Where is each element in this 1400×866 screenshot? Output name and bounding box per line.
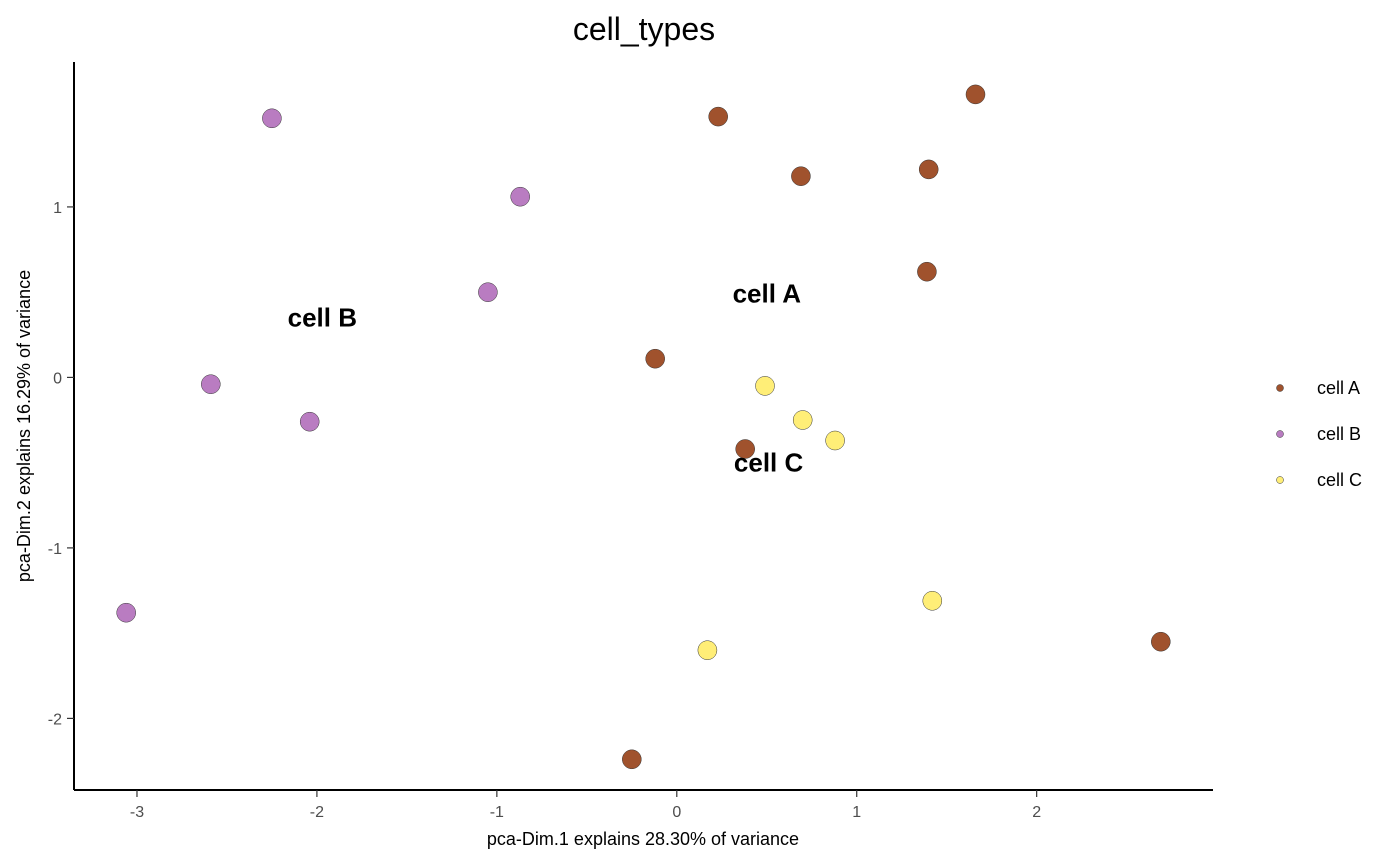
y-tick-label: -1 bbox=[48, 541, 62, 558]
data-point-cell-a-7 bbox=[1151, 631, 1171, 652]
data-point-cell-a-1 bbox=[965, 84, 986, 105]
legend: cell A cell B cell C bbox=[1276, 378, 1362, 490]
legend-key-cell-b bbox=[1276, 430, 1284, 438]
data-point-cell-c-3 bbox=[922, 591, 943, 611]
x-tick-label: 1 bbox=[852, 804, 861, 821]
data-point-cell-c-0 bbox=[755, 376, 775, 396]
x-tick-label: -3 bbox=[130, 804, 144, 821]
data-point-cell-a-5 bbox=[645, 348, 665, 369]
data-point-cell-a-6 bbox=[735, 439, 755, 459]
data-point-cell-b-0 bbox=[262, 108, 282, 129]
x-tick-label: -2 bbox=[310, 804, 324, 821]
data-point-cell-a-0 bbox=[708, 106, 728, 127]
y-tick-label: -2 bbox=[48, 711, 62, 728]
y-tick-label: 0 bbox=[53, 370, 62, 387]
x-axis-title: pca-Dim.1 explains 28.30% of variance bbox=[487, 829, 799, 849]
data-point-cell-b-1 bbox=[510, 186, 530, 207]
x-tick-label: -1 bbox=[490, 804, 504, 821]
legend-label-cell-c: cell C bbox=[1317, 470, 1362, 490]
x-tick-label: 0 bbox=[672, 804, 681, 821]
y-tick-label: 1 bbox=[53, 200, 62, 217]
data-point-cell-c-4 bbox=[697, 640, 718, 660]
data-point-cell-b-5 bbox=[116, 602, 136, 623]
data-point-cell-a-4 bbox=[917, 261, 937, 282]
legend-key-cell-c bbox=[1276, 476, 1284, 484]
x-tick-label: 2 bbox=[1032, 804, 1041, 821]
legend-label-cell-a: cell A bbox=[1317, 378, 1360, 398]
data-point-cell-b-3 bbox=[201, 374, 221, 394]
data-point-cell-a-2 bbox=[791, 166, 811, 186]
cluster-label-cell-a: cell A bbox=[733, 278, 802, 308]
legend-label-cell-b: cell B bbox=[1317, 424, 1361, 444]
legend-key-cell-a bbox=[1276, 384, 1284, 392]
cluster-label-cell-c: cell C bbox=[734, 447, 804, 477]
points-layer bbox=[116, 84, 1171, 770]
y-axis-ticks: -2 -1 0 1 bbox=[48, 200, 74, 728]
data-point-cell-c-1 bbox=[792, 410, 813, 430]
x-axis-ticks: -3 -2 -1 0 1 2 bbox=[130, 790, 1041, 821]
data-point-cell-a-8 bbox=[622, 749, 642, 770]
data-point-cell-b-4 bbox=[299, 411, 320, 432]
data-point-cell-b-2 bbox=[478, 282, 498, 302]
chart-title: cell_types bbox=[573, 11, 715, 47]
cluster-label-cell-b: cell B bbox=[288, 302, 357, 332]
y-axis-title: pca-Dim.2 explains 16.29% of variance bbox=[14, 270, 34, 582]
data-point-cell-c-2 bbox=[825, 430, 845, 451]
data-point-cell-a-3 bbox=[918, 159, 939, 180]
cluster-labels: cell A cell B cell C bbox=[288, 278, 804, 477]
